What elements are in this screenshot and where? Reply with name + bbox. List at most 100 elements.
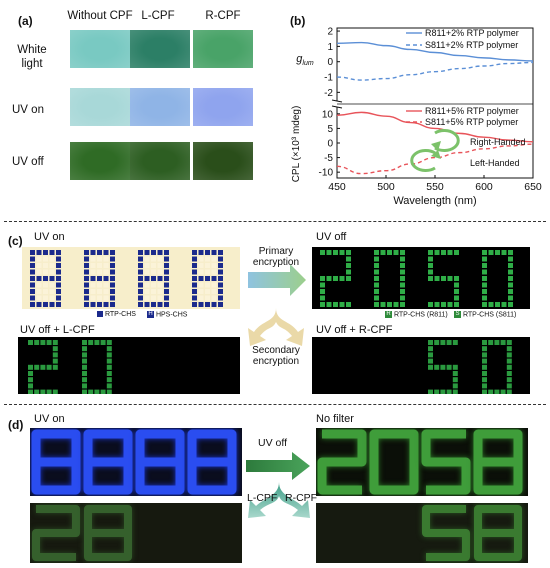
pixel [346,263,351,268]
pixel [205,276,210,281]
legend-rtp-r811: R RTP-CHS (R811) [385,311,448,319]
legend-r811-2pct-label: R811+2% RTP polymer [425,28,519,38]
legend-hps-chs: H HPS-CHS [147,311,188,319]
pixel [452,389,458,395]
pixel [84,269,89,275]
pixel [333,302,338,307]
pixel [454,289,459,294]
pixel [447,250,453,255]
pattern-uv-on [22,247,240,309]
pixel-bg [157,295,163,301]
pixel [501,250,507,255]
pixel [400,282,405,288]
pixel [100,389,106,395]
ytick-label-top: 1 [327,42,333,53]
photo-on-digits [31,429,237,495]
glow-digit [317,429,367,495]
pixel [138,295,143,301]
pixel [138,263,143,268]
pixel [400,302,405,307]
pixel [428,340,433,345]
x-axis-label: Wavelength (nm) [393,195,476,207]
pixel [428,352,433,358]
pixel [82,364,87,370]
pixel [506,340,512,345]
pixel-bg [103,282,109,288]
legend-s811-5pct-label: S811+5% RTP polymer [425,117,518,127]
series-s811-2pct [336,61,534,81]
pixel [400,295,405,301]
pixel [84,250,89,255]
pixel [103,250,109,255]
pixel [106,346,112,352]
pixel-bg [144,289,150,294]
pixel-bg [205,269,210,275]
pixel-bg [144,282,150,288]
pixel [374,256,379,262]
pixel [380,302,386,307]
pixel-bg [157,256,163,262]
pixel [320,302,325,307]
pixel [428,389,433,395]
pixel [205,250,210,255]
pixel [88,340,94,345]
pixel-bg [205,295,210,301]
pixel-bg [43,263,48,268]
pixel [482,389,487,395]
swatch-uv-off-without-cpf [70,142,130,180]
pixel [320,250,325,255]
pixel [138,276,143,281]
pixel [198,302,204,307]
pixel-bg [103,269,109,275]
pixel [482,295,487,301]
xtick-label: 450 [328,181,346,193]
pixel [482,371,487,376]
legend-r811-5pct-label: R811+5% RTP polymer [425,106,519,116]
pixel-bg [90,263,96,268]
pixel [28,340,33,345]
pixel [151,302,156,307]
glow-digit [473,429,523,495]
pixel [506,383,512,389]
pixel-bg [144,269,150,275]
pixel [82,389,87,395]
pixel [52,364,58,370]
pixel [452,383,458,389]
pixel-bg [198,282,204,288]
pixel [84,276,89,281]
pixel [326,250,332,255]
pixel-bg [103,263,109,268]
pixel [192,269,197,275]
pixel-bg [49,263,55,268]
pixel [103,302,109,307]
pixel [482,377,487,383]
uv-off-label-c: UV off [316,231,347,243]
uv-off-arrow-text: UV off [258,437,287,449]
pixel [454,276,459,281]
divider-top [4,221,546,222]
pixel [434,364,440,370]
pixel [482,302,487,307]
pixel [447,276,453,281]
pixel [495,302,500,307]
pixel-bg [49,256,55,262]
pixel [94,340,100,345]
pixel [82,352,87,358]
pixel [508,295,513,301]
pixel [110,250,115,255]
pixel [52,352,58,358]
pixel [106,371,112,376]
swatch-uv-off-r-cpf [193,142,253,180]
pixel-bg [151,289,156,294]
column-header-l-cpf: L-CPF [141,10,175,22]
pixel [84,282,89,288]
pixel [482,340,487,345]
pixel [82,340,87,345]
photo-nf-digits [317,429,523,495]
pixel [393,250,399,255]
pixel [339,250,345,255]
pixel [28,389,33,395]
pixel [28,377,33,383]
pixel-bg [49,269,55,275]
